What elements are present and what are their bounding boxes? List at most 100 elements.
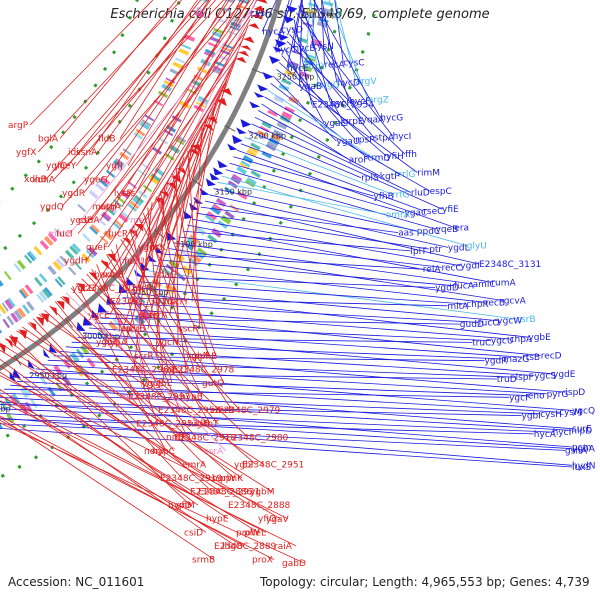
gene-label: E2348C_2953 xyxy=(136,420,198,430)
gene-leader-line xyxy=(274,0,293,50)
feature-block xyxy=(18,289,27,299)
gene-leader-line xyxy=(70,287,197,438)
gene-leader-line xyxy=(16,330,273,492)
feature-block xyxy=(267,109,278,117)
gene-label: omrA xyxy=(386,210,411,220)
gene-label: ygdE xyxy=(553,370,576,380)
gene-label: ygeY xyxy=(54,162,77,172)
gene-leader-line xyxy=(0,428,573,468)
gene-label: yqaB xyxy=(299,82,322,92)
gene-label: E2348C_2886 xyxy=(190,488,253,498)
feature-block xyxy=(306,53,317,60)
feature-block xyxy=(230,176,241,185)
gene-leader-line xyxy=(139,138,196,329)
gene-leader-line xyxy=(293,0,303,48)
feature-block xyxy=(43,235,54,246)
feature-block xyxy=(148,175,159,185)
gene-leader-line xyxy=(187,224,492,283)
gene-label: lplT xyxy=(410,247,427,257)
feature-block xyxy=(22,304,31,314)
feature-block xyxy=(112,317,121,327)
feature-block xyxy=(55,258,65,268)
feature-block xyxy=(30,398,38,409)
feature-block xyxy=(0,279,4,287)
gene-leader-line xyxy=(247,130,362,179)
forward-gene-arrow xyxy=(28,359,35,370)
gene-leader-line xyxy=(54,301,175,452)
reverse-gene-arrow xyxy=(243,36,255,44)
gene-label: gshA xyxy=(565,446,588,456)
feature-block xyxy=(53,364,63,376)
feature-block xyxy=(4,299,14,310)
feature-block xyxy=(236,166,247,175)
reverse-gene-arrow xyxy=(36,316,45,327)
gene-leader-line xyxy=(129,19,251,234)
gene-leader-line xyxy=(254,116,412,193)
gene-label: ygdD xyxy=(435,284,459,294)
gene-label: rpsP xyxy=(355,135,375,145)
feature-block xyxy=(100,176,111,185)
gene-leader-line xyxy=(53,0,225,180)
gene-leader-line xyxy=(251,123,443,210)
gene-leader-line xyxy=(291,27,344,122)
feature-block xyxy=(6,297,16,309)
gene-label: rimM xyxy=(417,169,440,179)
gene-leader-line xyxy=(134,223,143,397)
feature-block xyxy=(157,90,169,99)
gene-label: aas xyxy=(398,229,414,239)
feature-block xyxy=(261,150,272,159)
feature-block xyxy=(211,228,222,238)
gene-leader-line xyxy=(147,162,181,329)
gene-leader-line xyxy=(0,394,237,547)
gene-leader-line xyxy=(161,120,206,316)
feature-block xyxy=(139,121,150,130)
gene-label: ygbN xyxy=(186,352,209,362)
feature-block xyxy=(175,135,187,144)
gene-leader-line xyxy=(77,32,247,234)
feature-block xyxy=(164,285,174,295)
gene-leader-line xyxy=(298,5,362,120)
gene-label: nlpD xyxy=(571,426,592,436)
gene-leader-line xyxy=(61,0,245,207)
gene-leader-line xyxy=(0,419,275,560)
feature-block xyxy=(127,203,137,212)
feature-block xyxy=(138,190,148,199)
tick-mark xyxy=(273,9,285,14)
gene-leader-line xyxy=(276,69,418,173)
feature-block xyxy=(171,115,182,123)
gene-label: sdaB xyxy=(102,270,124,280)
forward-gene-arrow xyxy=(12,368,21,379)
feature-block xyxy=(82,233,91,242)
gene-label: hycF xyxy=(349,97,370,107)
gene-label: bglA xyxy=(38,135,59,145)
feature-block xyxy=(174,138,185,146)
feature-block xyxy=(0,313,2,317)
forward-gene-arrow xyxy=(227,143,238,151)
gene-label: yfiO xyxy=(258,515,276,525)
tick-label: 3200 kbp xyxy=(248,131,286,140)
feature-block xyxy=(204,48,216,56)
forward-gene-arrow xyxy=(76,321,86,332)
gene-label: ygcE xyxy=(88,311,110,321)
gene-label: ygcN xyxy=(156,338,179,348)
feature-block xyxy=(323,0,334,7)
gene-leader-line xyxy=(81,278,249,438)
forward-gene-arrow xyxy=(199,187,210,196)
reverse-gene-arrow xyxy=(100,260,109,270)
feature-block xyxy=(116,195,126,204)
gene-label: argQ xyxy=(318,81,340,91)
gene-leader-line xyxy=(310,0,319,85)
gene-label: era xyxy=(454,223,469,233)
feature-block xyxy=(13,263,22,273)
feature-block xyxy=(237,191,248,200)
feature-block xyxy=(266,141,278,150)
gene-leader-line xyxy=(286,41,406,155)
gene-label: csdA xyxy=(78,216,100,226)
gene-leader-line xyxy=(172,173,209,356)
gene-label: E2348C_2980 xyxy=(226,433,289,443)
gene-label: E2348C_3131 xyxy=(479,260,541,270)
gene-label: srmB xyxy=(192,555,215,565)
feature-block xyxy=(34,277,43,287)
gene-label: ygcW xyxy=(497,317,522,327)
